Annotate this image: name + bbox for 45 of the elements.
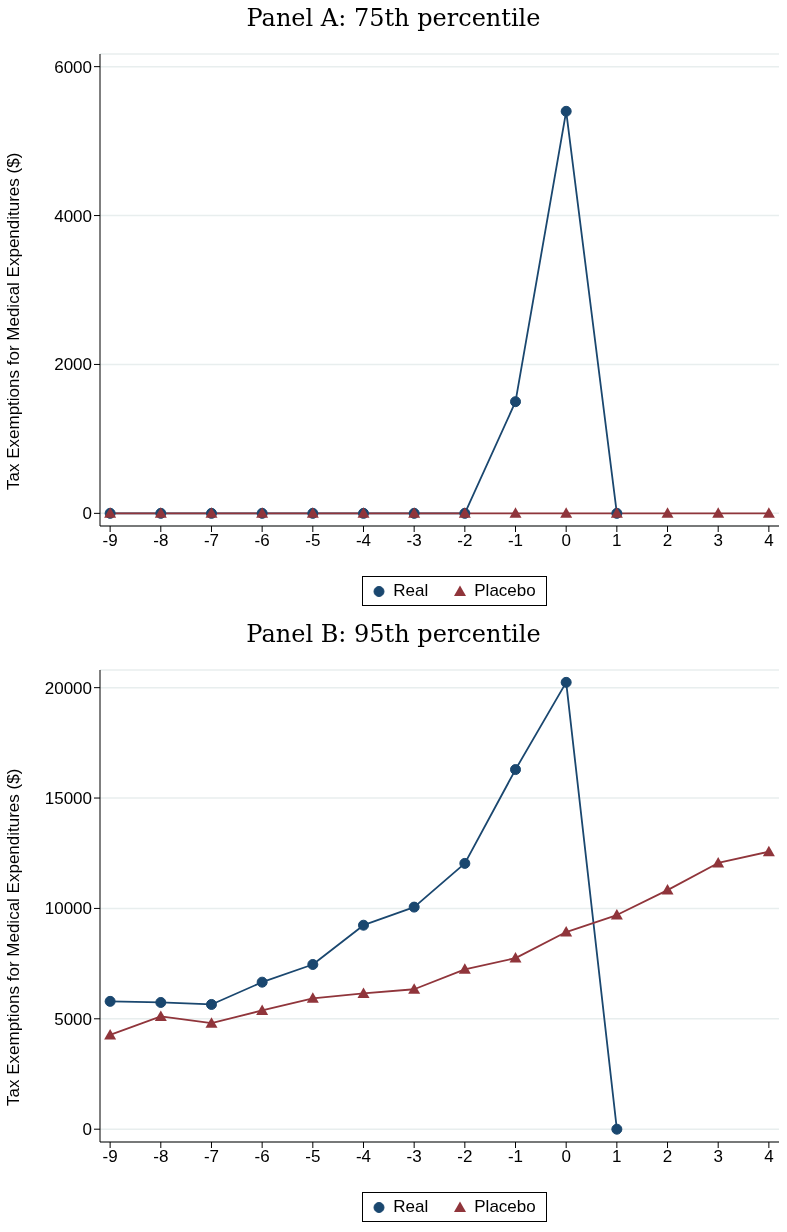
x-tick-label: -7 [203,531,220,551]
x-tick-label: -8 [153,1147,169,1167]
legend-label: Placebo [473,1197,536,1217]
x-tick-label: -3 [406,531,422,551]
x-tick-label: -2 [457,531,473,551]
y-tick-label: 20000 [44,678,92,698]
y-axis-title: Tax Exemptions for Medical Expenditures ($) [4,768,24,1106]
x-tick-label: -6 [254,531,270,551]
y-tick-label: 6000 [54,57,92,77]
x-tick-label: 1 [612,1147,622,1167]
x-tick-label: -8 [153,531,169,551]
y-tick-label: 5000 [54,1009,92,1029]
x-tick-label: -1 [507,1147,524,1167]
x-tick-label: -1 [507,531,524,551]
x-tick-label: -2 [457,1147,473,1167]
x-tick-label: -4 [355,531,372,551]
y-tick-label: 0 [82,504,92,524]
chart-title: Panel A: 75th percentile [245,3,542,34]
x-tick-label: -9 [102,1147,118,1167]
chart-title: Panel B: 95th percentile [245,619,542,650]
x-tick-label: 2 [662,1147,673,1167]
y-tick-label: 15000 [44,789,92,809]
x-tick-label: 3 [713,531,723,551]
x-tick-label: -5 [305,531,321,551]
y-tick-label: 10000 [44,899,92,919]
legend-label: Real [392,1197,429,1217]
x-tick-label: -6 [254,1147,270,1167]
x-tick-label: 2 [662,531,673,551]
x-tick-label: -9 [102,531,118,551]
y-tick-label: 0 [82,1120,92,1140]
x-tick-label: -4 [355,1147,372,1167]
y-tick-label: 4000 [54,206,92,226]
x-tick-label: -3 [406,1147,422,1167]
x-tick-label: -5 [305,1147,321,1167]
x-tick-label: 3 [713,1147,723,1167]
x-tick-label: 0 [561,1147,571,1167]
y-tick-label: 2000 [54,355,92,375]
legend-label: Placebo [473,581,536,601]
y-axis-title: Tax Exemptions for Medical Expenditures ($) [4,152,24,490]
x-tick-label: 1 [612,531,622,551]
x-tick-label: 4 [764,531,774,551]
x-tick-label: 4 [764,1147,774,1167]
legend-label: Real [392,581,429,601]
x-tick-label: -7 [203,1147,220,1167]
x-tick-label: 0 [561,531,571,551]
